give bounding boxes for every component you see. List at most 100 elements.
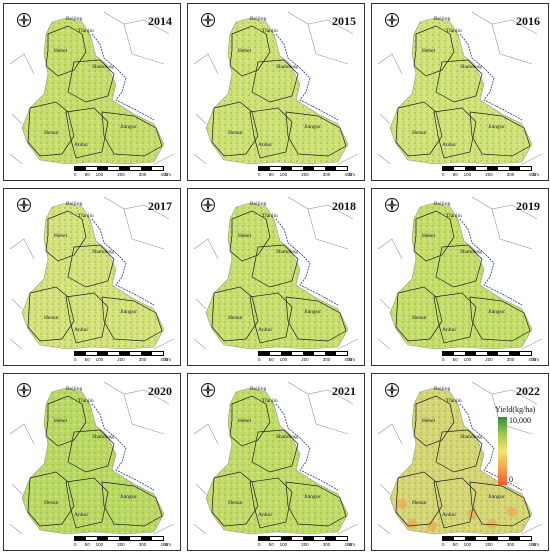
region-label-jiangsu: Jiangsu — [488, 309, 505, 315]
scale-tick-label: 100 — [279, 357, 288, 362]
scale-tick-label: 400 — [160, 357, 168, 362]
region-label-shandong: Shandong — [276, 64, 298, 70]
region-label-hebei: Hebei — [238, 233, 252, 239]
region-label-hebei: Hebei — [422, 233, 436, 239]
scale-tick-label: 100 — [95, 542, 104, 547]
yield-map — [377, 11, 543, 165]
scale-tick-label: 300 — [322, 357, 331, 362]
region-label-tianjin: Tianjin — [446, 28, 462, 34]
region-label-shandong: Shandong — [460, 249, 482, 255]
region-label-henan: Henan — [412, 130, 427, 136]
scale-tick-label: 200 — [301, 542, 309, 547]
region-label-anhui: Anhui — [74, 512, 88, 518]
province-boundary — [285, 481, 347, 527]
region-label-beijing: Beijing — [250, 201, 267, 207]
coastline — [275, 33, 339, 121]
scale-bar — [74, 536, 164, 541]
study-area — [205, 202, 349, 350]
region-label-beijing: Beijing — [66, 16, 83, 22]
region-label-beijing: Beijing — [66, 386, 83, 392]
panel-year: 2022 — [516, 384, 540, 398]
coastline — [459, 403, 523, 491]
region-label-beijing: Beijing — [250, 386, 267, 392]
region-label-tianjin: Tianjin — [446, 213, 462, 219]
scale-tick-label: 200 — [485, 542, 493, 547]
north-arrow-icon — [16, 197, 32, 213]
province-boundary — [433, 107, 477, 159]
province-boundary — [65, 477, 109, 529]
province-boundary — [249, 107, 293, 159]
study-area — [389, 202, 533, 350]
map-panel-2015: 2015 Beijing Tianjin Hebei Shandong Henan Anhu… — [187, 3, 365, 181]
study-area — [21, 202, 165, 350]
region-label-hebei: Hebei — [54, 233, 68, 239]
scale-unit: km — [533, 172, 539, 177]
scale-unit: km — [349, 357, 355, 362]
region-label-anhui: Anhui — [258, 142, 272, 148]
scale-tick-label: 50 — [84, 542, 90, 547]
scale-tick-label: 0 — [442, 542, 445, 547]
province-boundary — [249, 292, 293, 344]
scale-tick-label: 100 — [463, 172, 472, 177]
panel-year: 2017 — [148, 199, 172, 213]
province-boundary — [211, 101, 259, 157]
scale-tick-label: 0 — [258, 172, 261, 177]
region-label-shandong: Shandong — [92, 249, 114, 255]
scale-tick-label: 100 — [279, 542, 288, 547]
scale-tick-label: 300 — [506, 542, 515, 547]
region-label-beijing: Beijing — [250, 16, 267, 22]
province-boundary — [413, 25, 455, 77]
neighbor-boundaries — [377, 196, 543, 350]
region-label-jiangsu: Jiangsu — [120, 309, 137, 315]
region-label-jiangsu: Jiangsu — [304, 309, 321, 315]
region-label-tianjin: Tianjin — [262, 398, 278, 404]
scale-tick-label: 50 — [268, 172, 274, 177]
province-boundary — [413, 210, 455, 262]
region-label-henan: Henan — [228, 500, 243, 506]
region-label-hebei: Hebei — [54, 418, 68, 424]
scale-tick-label: 300 — [138, 542, 147, 547]
province-boundary — [211, 286, 259, 342]
panel-year: 2020 — [148, 384, 172, 398]
region-label-tianjin: Tianjin — [262, 213, 278, 219]
panel-year: 2021 — [332, 384, 356, 398]
region-label-shandong: Shandong — [460, 64, 482, 70]
region-label-anhui: Anhui — [442, 142, 456, 148]
province-boundary — [45, 210, 87, 262]
province-boundary — [67, 429, 115, 473]
scale-tick-label: 100 — [463, 542, 472, 547]
scale-bar — [258, 536, 348, 541]
scale-tick-label: 400 — [528, 357, 536, 362]
region-label-jiangsu: Jiangsu — [488, 124, 505, 130]
neighbor-boundaries — [9, 381, 175, 535]
region-label-jiangsu: Jiangsu — [488, 494, 505, 500]
scale-tick-label: 50 — [84, 357, 90, 362]
scale-bar — [74, 166, 164, 171]
scale-tick-label: 200 — [301, 172, 309, 177]
scale-tick-label: 0 — [258, 542, 261, 547]
study-area — [21, 17, 165, 165]
panel-year: 2016 — [516, 14, 540, 28]
scale-unit: km — [349, 172, 355, 177]
north-arrow-icon — [16, 382, 32, 398]
yield-map — [9, 381, 175, 535]
province-boundary — [65, 107, 109, 159]
region-label-tianjin: Tianjin — [446, 398, 462, 404]
scale-bar — [442, 536, 532, 541]
province-boundary — [65, 292, 109, 344]
map-panel-2022: 2022 Beijing Tianjin Hebei Shandong Henan Anhu… — [371, 373, 549, 551]
region-label-jiangsu: Jiangsu — [120, 494, 137, 500]
scale-tick-label: 200 — [117, 357, 125, 362]
study-area — [389, 17, 533, 165]
scale-tick-label: 0 — [442, 357, 445, 362]
scale-tick-label: 400 — [344, 357, 352, 362]
scale-tick-label: 100 — [279, 172, 288, 177]
region-label-tianjin: Tianjin — [78, 213, 94, 219]
scale-tick-label: 300 — [506, 357, 515, 362]
legend-color-ramp — [498, 417, 507, 485]
north-arrow-icon — [200, 197, 216, 213]
scale-tick-label: 400 — [344, 172, 352, 177]
province-boundary — [433, 477, 477, 529]
region-label-hebei: Hebei — [54, 48, 68, 54]
scale-tick-label: 300 — [506, 172, 515, 177]
